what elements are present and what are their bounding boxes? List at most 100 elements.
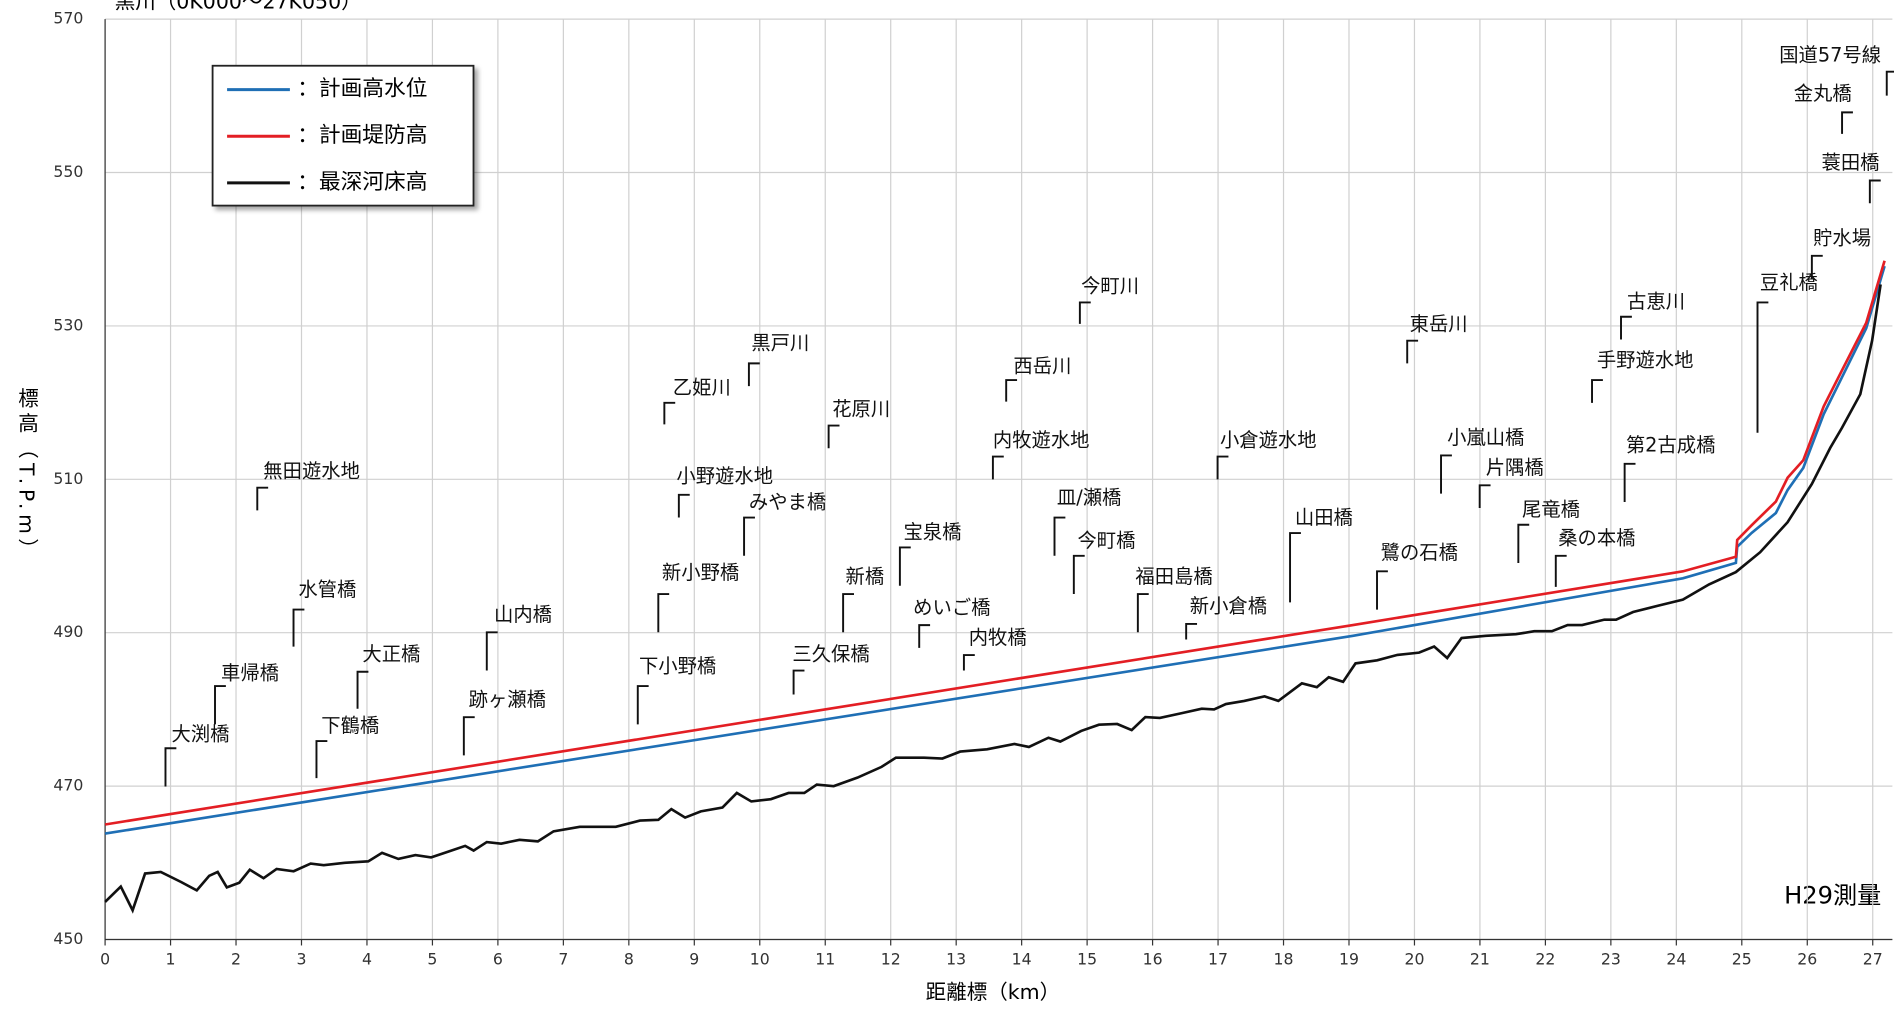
x-tick-label: 14	[1012, 950, 1032, 968]
x-tick-label: 10	[750, 950, 770, 968]
annotation: 蓑田橋	[1822, 151, 1880, 174]
annotation: 宝泉橋	[904, 521, 962, 544]
x-tick-label: 4	[362, 950, 372, 968]
annotation: 下鶴橋	[321, 714, 379, 737]
annotation: 水管橋	[298, 578, 356, 601]
annotation-bracket	[991, 455, 1004, 480]
annotation-bracket	[636, 685, 649, 725]
x-tick-label: 8	[624, 950, 634, 968]
annotation: 鷺の石橋	[1381, 541, 1458, 564]
annotation-bracket	[1078, 301, 1091, 324]
x-tick-label: 26	[1797, 950, 1817, 968]
annotation: 内牧遊水地	[993, 429, 1090, 452]
annotation-bracket	[743, 516, 755, 556]
annotation: 福田島橋	[1135, 565, 1212, 588]
annotation: 小嵐山橋	[1447, 426, 1524, 449]
annotation: 東岳川	[1410, 313, 1468, 336]
x-tick-label: 3	[296, 950, 306, 968]
annotation: 第2古成橋	[1626, 433, 1716, 456]
annotation-bracket	[1868, 179, 1881, 204]
annotation-bracket	[1376, 570, 1388, 610]
annotation: 跡ヶ瀬橋	[469, 688, 546, 711]
annotation-bracket	[792, 669, 805, 695]
annotation-bracket	[663, 401, 676, 425]
x-tick-label: 5	[427, 950, 437, 968]
x-tick-label: 27	[1863, 950, 1883, 968]
x-tick-label: 19	[1339, 950, 1359, 968]
x-tick-label: 13	[946, 950, 966, 968]
annotation: 下小野橋	[639, 655, 716, 678]
x-tick-label: 9	[689, 950, 699, 968]
annotation-bracket	[1005, 379, 1018, 402]
annotation: 大正橋	[362, 643, 420, 666]
annotation-bracket	[827, 424, 840, 449]
annotation-bracket	[1216, 455, 1229, 480]
x-tick-label: 20	[1404, 950, 1424, 968]
x-tick-label: 6	[493, 950, 503, 968]
annotation: 小野遊水地	[676, 464, 773, 487]
legend-label: ：計画堤防高	[297, 123, 427, 148]
annotation: 西岳川	[1013, 355, 1071, 378]
annotation-bracket	[1185, 622, 1198, 640]
annotation: 豆礼橋	[1760, 271, 1818, 294]
annotation: 大渕橋	[172, 723, 230, 746]
annotation: 皿/瀬橋	[1057, 486, 1121, 509]
annotation: 花原川	[832, 398, 890, 421]
x-tick-label: 21	[1470, 950, 1490, 968]
annotation: 片隅橋	[1486, 456, 1544, 479]
annotation-bracket	[1289, 532, 1301, 603]
annotation-bracket	[1591, 379, 1603, 403]
annotation: 金丸橋	[1794, 82, 1852, 105]
y-tick-label: 450	[53, 930, 83, 948]
annotation-bracket	[1756, 301, 1769, 433]
x-tick-label: 1	[166, 950, 176, 968]
annotation: 三久保橋	[792, 643, 869, 666]
annotation-bracket	[1053, 516, 1066, 556]
annotation: みやま橋	[749, 491, 826, 514]
x-tick-label: 7	[558, 950, 568, 968]
legend: ：計画高水位 ：計画堤防高 ：最深河床高	[211, 64, 475, 207]
annotation: 無田遊水地	[263, 460, 360, 483]
x-tick-label: 17	[1208, 950, 1228, 968]
annotation-bracket	[1440, 454, 1452, 494]
annotation-bracket	[214, 685, 226, 725]
x-tick-label: 2	[231, 950, 241, 968]
annotation: めいご橋	[913, 596, 990, 619]
annotation-bracket	[1478, 484, 1491, 508]
annotation-bracket	[842, 593, 854, 633]
annotation: 内牧橋	[969, 626, 1027, 649]
annotation: 新小野橋	[662, 561, 739, 584]
annotation-bracket	[1136, 593, 1149, 633]
annotation-bracket	[485, 631, 498, 671]
annotation-bracket	[164, 747, 177, 787]
annotation-bracket	[962, 654, 975, 671]
x-tick-label: 25	[1732, 950, 1752, 968]
annotation-bracket	[1841, 111, 1853, 134]
annotation: 桑の本橋	[1558, 527, 1635, 550]
annotation: 今町川	[1081, 274, 1139, 297]
annotation-bracket	[1554, 554, 1567, 587]
x-tick-label: 24	[1666, 950, 1686, 968]
y-tick-label: 490	[53, 623, 83, 641]
annotation-bracket	[1810, 254, 1823, 279]
y-tick-label: 470	[53, 777, 83, 795]
annotation: 小倉遊水地	[1220, 429, 1317, 452]
annotation-bracket	[462, 716, 475, 756]
annotation-bracket	[356, 670, 369, 709]
series-line	[104, 260, 1886, 826]
annotation-bracket	[292, 608, 305, 647]
series-line	[104, 284, 1882, 914]
y-tick-label: 550	[53, 163, 83, 181]
annotation-bracket	[898, 546, 911, 586]
x-tick-label: 11	[815, 950, 835, 968]
annotation: 古恵川	[1627, 290, 1685, 313]
annotation-bracket	[747, 362, 760, 387]
annotation-bracket	[1620, 315, 1632, 340]
x-tick-label: 18	[1274, 950, 1294, 968]
corner-note: H29測量	[1784, 882, 1881, 910]
annotation: 新橋	[846, 565, 885, 588]
legend-label: ：最深河床高	[297, 170, 427, 195]
annotation: 今町橋	[1077, 529, 1135, 552]
x-axis-label: 距離標（km）	[926, 980, 1060, 1004]
